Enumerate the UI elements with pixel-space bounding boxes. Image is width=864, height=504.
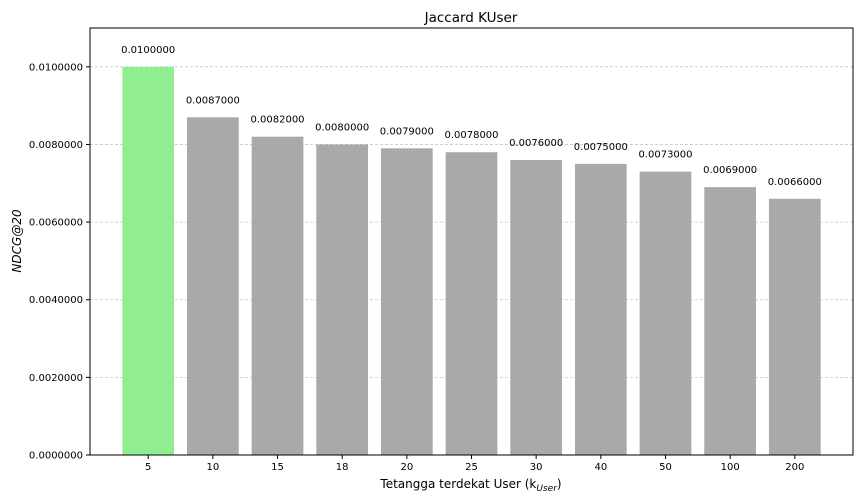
bar-40 xyxy=(574,163,627,455)
x-tick-label: 40 xyxy=(594,462,607,473)
y-tick-label: 0.0020000 xyxy=(29,373,83,384)
x-axis-label: Tetangga terdekat User (kUser) xyxy=(379,477,561,494)
bar-15 xyxy=(251,136,304,455)
x-axis-ticks: 5 10 15 18 20 25 30 40 50 100 200 xyxy=(145,455,804,473)
x-tick-label: 20 xyxy=(400,462,413,473)
data-label-200: 0.0066000 xyxy=(768,177,822,188)
y-tick-label: 0.0060000 xyxy=(29,218,83,229)
bar-25 xyxy=(445,152,498,455)
x-tick-label: 100 xyxy=(721,462,740,473)
y-axis-label: NDCG@20 xyxy=(10,209,24,273)
chart-title: Jaccard KUser xyxy=(424,10,518,26)
bars xyxy=(122,66,821,456)
y-tick-label: 0.0040000 xyxy=(29,295,83,306)
bar-18 xyxy=(316,144,369,456)
bar-10 xyxy=(186,117,239,456)
bar-30 xyxy=(510,159,563,455)
data-label-15: 0.0082000 xyxy=(250,115,304,126)
bar-20 xyxy=(380,148,433,455)
data-label-40: 0.0075000 xyxy=(574,142,628,153)
data-label-30: 0.0076000 xyxy=(509,138,563,149)
x-axis-label-main: Tetangga terdekat User (k xyxy=(379,477,536,491)
y-axis-ticks: 0.0000000 0.0020000 0.0040000 0.0060000 0.00… xyxy=(29,62,90,462)
data-label-50: 0.0073000 xyxy=(638,150,692,161)
data-label-100: 0.0069000 xyxy=(703,165,757,176)
y-tick-label: 0.0100000 xyxy=(29,62,83,73)
bar-100 xyxy=(704,187,757,455)
y-tick-label: 0.0000000 xyxy=(29,451,83,462)
data-label-5: 0.0100000 xyxy=(121,45,175,56)
data-label-25: 0.0078000 xyxy=(444,130,498,141)
x-tick-label: 10 xyxy=(206,462,219,473)
bar-5 xyxy=(122,66,175,456)
y-tick-label: 0.0080000 xyxy=(29,140,83,151)
x-tick-label: 15 xyxy=(271,462,284,473)
x-tick-label: 200 xyxy=(785,462,804,473)
data-labels: 0.0100000 0.0087000 0.0082000 0.0080000 0.00… xyxy=(121,45,822,188)
data-label-10: 0.0087000 xyxy=(186,95,240,106)
x-tick-label: 25 xyxy=(465,462,478,473)
bar-200 xyxy=(768,198,821,456)
data-label-18: 0.0080000 xyxy=(315,122,369,133)
bar-50 xyxy=(639,171,692,456)
x-axis-label-suffix: ) xyxy=(557,477,562,491)
x-tick-label: 50 xyxy=(659,462,672,473)
data-label-20: 0.0079000 xyxy=(380,126,434,137)
x-tick-label: 30 xyxy=(530,462,543,473)
x-tick-label: 18 xyxy=(336,462,349,473)
x-tick-label: 5 xyxy=(145,462,151,473)
x-axis-label-subscript: User xyxy=(536,484,558,494)
